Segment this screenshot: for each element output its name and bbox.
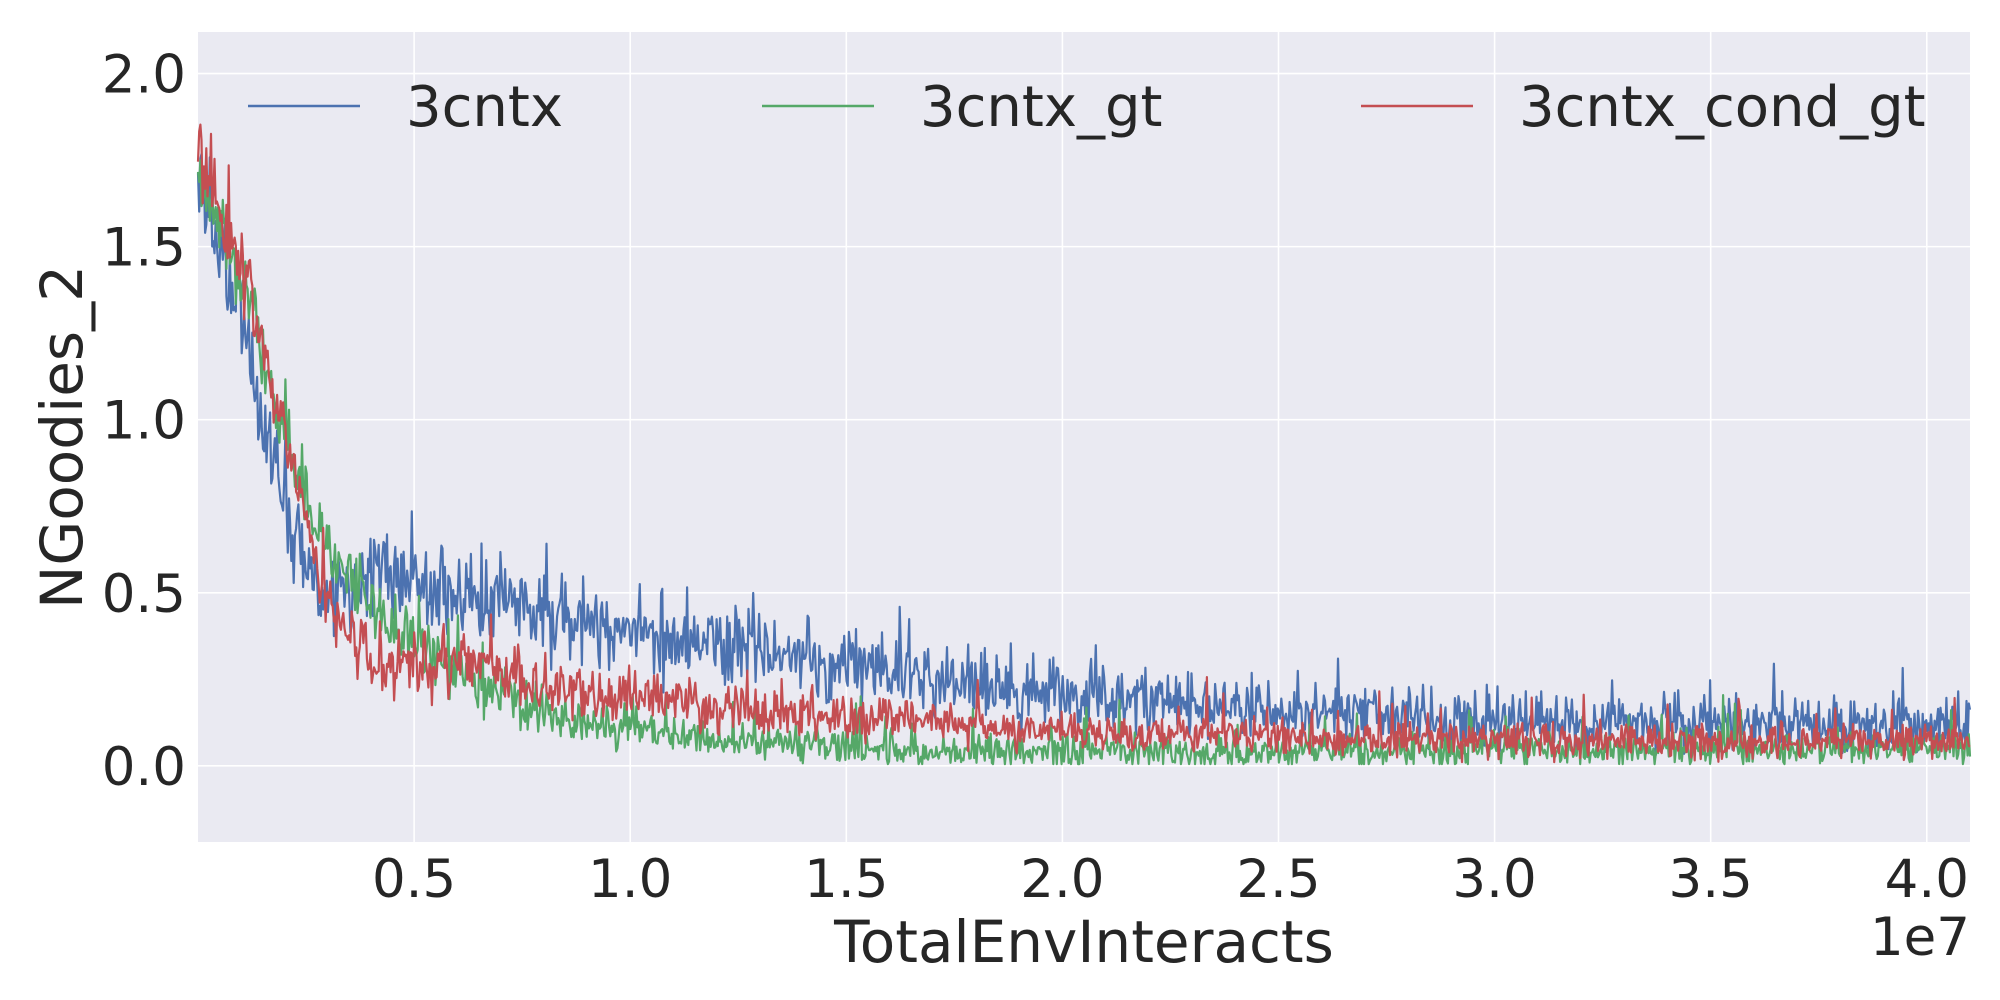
y-tick-label: 2.0 (102, 45, 186, 106)
legend-label: 3cntx_cond_gt (1519, 75, 1926, 140)
x-tick-label: 4.0 (1885, 849, 1969, 910)
y-tick-label: 1.0 (102, 391, 186, 452)
series-line-3cntx (196, 153, 1972, 757)
legend-label: 3cntx (406, 75, 563, 140)
series-line-3cntx_cond_gt (196, 123, 1971, 764)
y-tick-label: 1.5 (102, 218, 186, 279)
legend: 3cntx 3cntx_gt 3cntx_cond_gt (248, 75, 1926, 140)
legend-label: 3cntx_gt (920, 75, 1163, 140)
x-axis-label: TotalEnvInteracts (833, 908, 1334, 976)
y-tick-label: 0.0 (102, 737, 186, 798)
series-layer (196, 123, 1972, 766)
tick-labels: 0.5 1.0 1.5 2.0 2.5 3.0 3.5 4.0 0.0 0.5 1.0 1.5 2.0 (102, 45, 1969, 910)
x-tick-label: 3.5 (1669, 849, 1753, 910)
x-tick-label: 0.5 (372, 849, 456, 910)
x-tick-label: 1.0 (588, 849, 672, 910)
x-tick-label: 2.5 (1236, 849, 1320, 910)
series-line-3cntx_gt (196, 159, 1972, 766)
y-axis-label: NGoodies_2 (28, 265, 96, 609)
grid (198, 32, 1970, 842)
x-tick-label: 1.5 (804, 849, 888, 910)
x-tick-label: 2.0 (1020, 849, 1104, 910)
y-tick-label: 0.5 (102, 564, 186, 625)
x-tick-label: 3.0 (1452, 849, 1536, 910)
x-axis-offset-text: 1e7 (1870, 907, 1970, 968)
